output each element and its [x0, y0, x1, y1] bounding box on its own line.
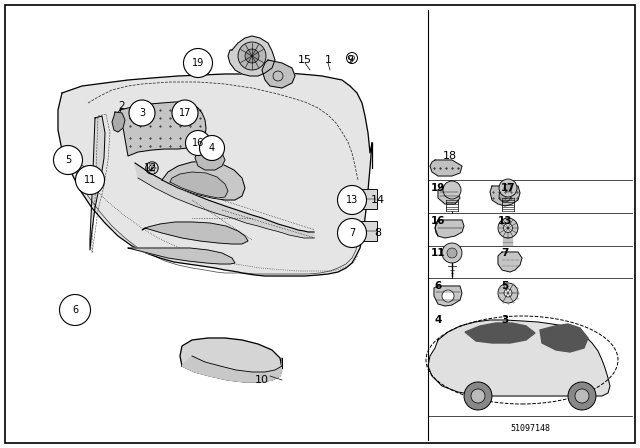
Polygon shape — [142, 222, 248, 244]
Circle shape — [337, 219, 367, 247]
Circle shape — [447, 248, 457, 258]
Circle shape — [443, 181, 461, 199]
Circle shape — [60, 294, 90, 326]
Polygon shape — [498, 252, 522, 272]
Circle shape — [575, 389, 589, 403]
Polygon shape — [540, 324, 588, 352]
Text: 19: 19 — [431, 183, 445, 193]
Circle shape — [337, 185, 367, 215]
Text: 6: 6 — [72, 305, 78, 315]
Polygon shape — [90, 116, 105, 250]
Text: 4: 4 — [435, 315, 442, 325]
Polygon shape — [435, 220, 464, 238]
Circle shape — [568, 382, 596, 410]
Polygon shape — [490, 186, 520, 206]
Text: 15: 15 — [298, 55, 312, 65]
Circle shape — [129, 100, 155, 126]
Circle shape — [464, 382, 492, 410]
Text: 8: 8 — [374, 228, 381, 238]
Circle shape — [200, 135, 225, 160]
Text: 7: 7 — [501, 248, 509, 258]
Polygon shape — [112, 112, 125, 132]
Text: 17: 17 — [500, 183, 515, 193]
Circle shape — [149, 165, 155, 171]
Polygon shape — [170, 172, 228, 198]
Text: 18: 18 — [443, 151, 457, 161]
Circle shape — [54, 146, 83, 175]
Text: 7: 7 — [349, 228, 355, 238]
Polygon shape — [120, 102, 206, 156]
Polygon shape — [228, 36, 275, 76]
Text: 11: 11 — [431, 248, 445, 258]
Text: 13: 13 — [498, 216, 512, 226]
Text: 10: 10 — [255, 375, 269, 385]
Text: 3: 3 — [139, 108, 145, 118]
Circle shape — [186, 130, 211, 155]
Polygon shape — [182, 356, 282, 382]
Text: 5: 5 — [65, 155, 71, 165]
Text: 3: 3 — [501, 315, 509, 325]
Text: 6: 6 — [435, 281, 442, 291]
Circle shape — [499, 190, 511, 202]
Polygon shape — [262, 60, 295, 88]
Circle shape — [349, 56, 355, 60]
Circle shape — [504, 289, 512, 297]
Polygon shape — [438, 186, 460, 204]
Polygon shape — [58, 73, 372, 276]
Polygon shape — [428, 320, 610, 396]
Text: 51097148: 51097148 — [510, 423, 550, 432]
Text: 1: 1 — [324, 55, 332, 65]
Circle shape — [498, 283, 518, 303]
Circle shape — [172, 100, 198, 126]
Circle shape — [499, 179, 517, 197]
Text: 9: 9 — [346, 55, 353, 65]
Polygon shape — [430, 160, 462, 176]
Text: 14: 14 — [371, 195, 385, 205]
Polygon shape — [434, 286, 462, 306]
Text: 19: 19 — [192, 58, 204, 68]
Text: 2: 2 — [118, 101, 125, 111]
Circle shape — [184, 48, 212, 78]
Circle shape — [504, 184, 512, 192]
Text: 11: 11 — [84, 175, 96, 185]
Polygon shape — [180, 338, 282, 382]
Text: 13: 13 — [346, 195, 358, 205]
Polygon shape — [162, 161, 245, 200]
Polygon shape — [135, 163, 314, 238]
FancyBboxPatch shape — [359, 189, 377, 209]
Circle shape — [245, 49, 259, 63]
Circle shape — [76, 165, 104, 194]
Circle shape — [238, 42, 266, 70]
Text: 5: 5 — [501, 281, 509, 291]
Polygon shape — [465, 323, 535, 343]
Circle shape — [442, 290, 454, 302]
Text: 16: 16 — [431, 216, 445, 226]
Text: 17: 17 — [179, 108, 191, 118]
Text: 4: 4 — [209, 143, 215, 153]
Text: 16: 16 — [192, 138, 204, 148]
Circle shape — [471, 389, 485, 403]
Circle shape — [498, 218, 518, 238]
FancyBboxPatch shape — [359, 221, 377, 241]
Polygon shape — [195, 146, 225, 170]
Circle shape — [504, 224, 513, 233]
Text: 12: 12 — [143, 163, 157, 173]
Circle shape — [442, 243, 462, 263]
Polygon shape — [128, 248, 235, 264]
